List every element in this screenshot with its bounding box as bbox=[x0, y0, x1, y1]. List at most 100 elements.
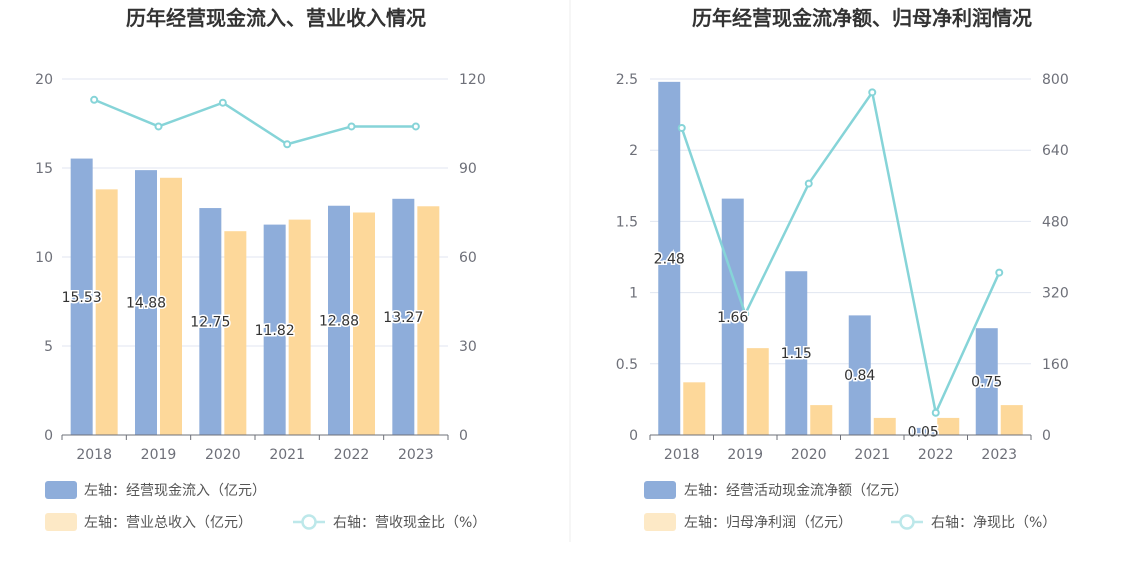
legend-label-net-cash[interactable]: 左轴：经营活动现金流净额（亿元） bbox=[684, 483, 908, 499]
x-axis-tick-label: 2019 bbox=[727, 447, 763, 463]
bar-primary[interactable] bbox=[658, 81, 681, 436]
left-axis-tick-label: 2.5 bbox=[616, 72, 638, 88]
x-axis-tick-label: 2021 bbox=[854, 447, 890, 463]
bar-primary[interactable] bbox=[975, 328, 998, 435]
right-axis-tick-label: 0 bbox=[1042, 428, 1051, 444]
right-axis-tick-label: 90 bbox=[459, 161, 477, 177]
ratio-point[interactable] bbox=[868, 88, 877, 97]
x-axis-tick-label: 2023 bbox=[398, 447, 434, 463]
right-axis-tick-label: 320 bbox=[1042, 286, 1069, 302]
legend-swatch-revenue[interactable] bbox=[45, 513, 77, 531]
ratio-point[interactable] bbox=[154, 122, 163, 131]
bar-secondary[interactable] bbox=[1000, 405, 1023, 435]
bar-data-label: 14.88 bbox=[126, 296, 166, 312]
x-axis-tick-label: 2018 bbox=[664, 447, 700, 463]
ratio-point[interactable] bbox=[995, 268, 1004, 277]
bar-data-label: 1.15 bbox=[781, 346, 812, 362]
ratio-line bbox=[93, 98, 416, 146]
bar-data-label: 0.84 bbox=[844, 368, 875, 384]
ratio-point[interactable] bbox=[283, 140, 292, 149]
bar-secondary[interactable] bbox=[95, 189, 118, 435]
ratio-point[interactable] bbox=[677, 123, 686, 132]
ratio-point[interactable] bbox=[90, 95, 99, 104]
ratio-point[interactable] bbox=[741, 309, 750, 318]
legend-swatch-net-cash[interactable] bbox=[644, 481, 676, 499]
bar-data-label: 12.75 bbox=[190, 315, 230, 331]
right-axis-tick-label: 800 bbox=[1042, 72, 1069, 88]
left-axis-tick-label: 0.5 bbox=[616, 357, 638, 373]
legend-swatch-netcash-ratio-marker[interactable] bbox=[899, 514, 915, 530]
legend-label-ratio[interactable]: 右轴：营收现金比（%） bbox=[333, 515, 486, 531]
bar-primary[interactable] bbox=[199, 208, 222, 435]
bar-secondary[interactable] bbox=[746, 348, 769, 435]
ratio-point[interactable] bbox=[218, 98, 227, 107]
left-axis-tick-label: 1.5 bbox=[616, 214, 638, 230]
right-axis-tick-label: 30 bbox=[459, 339, 477, 355]
left-axis-tick-label: 15 bbox=[35, 161, 53, 177]
x-axis-tick-label: 2021 bbox=[269, 447, 305, 463]
bar-data-label: 15.53 bbox=[62, 290, 102, 306]
bar-data-label: 0.75 bbox=[971, 375, 1002, 391]
ratio-line bbox=[680, 89, 1001, 417]
bar-secondary[interactable] bbox=[353, 212, 375, 436]
bar-primary[interactable] bbox=[135, 170, 157, 436]
left-axis-tick-label: 5 bbox=[44, 339, 53, 355]
left-axis-tick-label: 10 bbox=[35, 250, 53, 266]
bar-secondary[interactable] bbox=[873, 417, 896, 435]
legend-swatch-cash-inflow[interactable] bbox=[45, 481, 77, 499]
chart-title: 历年经营现金流净额、归母净利润情况 bbox=[692, 6, 1032, 30]
legend-label-revenue[interactable]: 左轴：营业总收入（亿元） bbox=[84, 515, 252, 531]
bar-data-label: 0.05 bbox=[908, 424, 939, 440]
bar-primary[interactable] bbox=[328, 205, 350, 435]
x-axis-tick-label: 2023 bbox=[981, 447, 1017, 463]
ratio-point[interactable] bbox=[347, 122, 356, 131]
bar-data-label: 12.88 bbox=[319, 313, 359, 329]
chart-netcash-profit: 历年经营现金流净额、归母净利润情况 2.48 1.66 1.15 0.84 0.05 0.… bbox=[616, 6, 1069, 531]
left-axis-tick-label: 1 bbox=[629, 286, 638, 302]
bar-primary[interactable] bbox=[263, 224, 286, 435]
legend-swatch-net-profit[interactable] bbox=[644, 513, 676, 531]
bar-data-label: 11.82 bbox=[255, 323, 295, 339]
x-axis-tick-label: 2018 bbox=[76, 447, 112, 463]
legend-swatch-ratio-marker[interactable] bbox=[301, 514, 317, 530]
bar-secondary[interactable] bbox=[683, 382, 706, 435]
bar-secondary[interactable] bbox=[417, 206, 440, 435]
ratio-point[interactable] bbox=[931, 408, 940, 417]
bar-primary[interactable] bbox=[912, 427, 935, 435]
right-axis-tick-label: 640 bbox=[1042, 143, 1069, 159]
bar-secondary[interactable] bbox=[224, 231, 247, 435]
bar-data-label: 1.66 bbox=[717, 310, 748, 326]
left-axis-tick-label: 2 bbox=[629, 143, 638, 159]
right-axis-tick-label: 160 bbox=[1042, 357, 1069, 373]
bar-secondary[interactable] bbox=[288, 219, 311, 435]
right-axis-tick-label: 60 bbox=[459, 250, 477, 266]
legend-label-net-profit[interactable]: 左轴：归母净利润（亿元） bbox=[684, 514, 852, 531]
x-axis-tick-label: 2022 bbox=[334, 447, 370, 463]
x-axis-tick-label: 2022 bbox=[918, 447, 954, 463]
legend-label-netcash-ratio[interactable]: 右轴：净现比（%） bbox=[931, 515, 1056, 531]
ratio-point[interactable] bbox=[804, 179, 813, 188]
chart-title: 历年经营现金流入、营业收入情况 bbox=[126, 6, 426, 30]
legend-label-cash-inflow[interactable]: 左轴：经营现金流入（亿元） bbox=[84, 483, 266, 499]
bar-primary[interactable] bbox=[848, 315, 871, 435]
bar-data-label: 13.27 bbox=[383, 310, 423, 326]
ratio-point[interactable] bbox=[411, 122, 420, 131]
chart-legend: 左轴：经营活动现金流净额（亿元） 左轴：归母净利润（亿元） 右轴：净现比（%） bbox=[644, 481, 1056, 531]
bar-secondary[interactable] bbox=[937, 417, 960, 435]
bar-data-label: 2.48 bbox=[654, 251, 685, 267]
bar-primary[interactable] bbox=[785, 271, 808, 435]
right-axis-tick-label: 120 bbox=[459, 72, 486, 88]
right-axis-tick-label: 480 bbox=[1042, 214, 1069, 230]
right-axis-tick-label: 0 bbox=[459, 428, 468, 444]
bar-secondary[interactable] bbox=[160, 177, 182, 436]
bar-secondary[interactable] bbox=[810, 405, 833, 435]
chart-legend: 左轴：经营现金流入（亿元） 左轴：营业总收入（亿元） 右轴：营收现金比（%） bbox=[45, 481, 486, 531]
bar-primary[interactable] bbox=[392, 198, 415, 435]
x-axis-tick-label: 2020 bbox=[791, 447, 827, 463]
left-axis-tick-label: 20 bbox=[35, 72, 53, 88]
left-axis-tick-label: 0 bbox=[44, 428, 53, 444]
x-axis-tick-label: 2020 bbox=[205, 447, 241, 463]
chart-cashflow-revenue: 历年经营现金流入、营业收入情况 15.53 14.88 12.75 11.82 12.8… bbox=[35, 6, 486, 531]
bar-primary[interactable] bbox=[70, 158, 93, 436]
